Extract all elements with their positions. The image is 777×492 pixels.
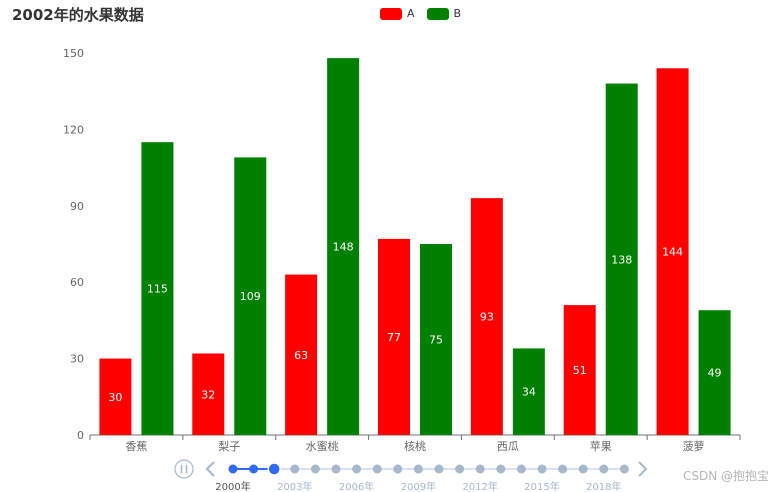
- y-tick-label: 150: [63, 47, 84, 60]
- x-tick-label: 核桃: [404, 439, 426, 453]
- pause-icon[interactable]: [174, 459, 194, 479]
- legend-label-b: B: [453, 7, 462, 20]
- chart-title: 2002年的水果数据: [12, 6, 144, 24]
- chevron-left-icon[interactable]: [205, 461, 215, 477]
- data-label: 34: [522, 386, 536, 399]
- timeline-point[interactable]: [578, 464, 588, 474]
- timeline-label[interactable]: 2012年: [462, 480, 497, 492]
- timeline-label[interactable]: 2015年: [524, 480, 559, 492]
- bar-b[interactable]: [327, 58, 360, 436]
- x-tick-label: 梨子: [218, 439, 240, 453]
- bar-a[interactable]: [99, 358, 132, 435]
- timeline-label[interactable]: 2018年: [586, 480, 621, 492]
- legend: A B: [380, 7, 473, 20]
- bar-a[interactable]: [656, 68, 689, 435]
- watermark: CSDN @抱抱宝: [682, 469, 769, 483]
- timeline-point[interactable]: [558, 464, 568, 474]
- timeline-label[interactable]: 2000年: [215, 480, 250, 492]
- timeline-point-current[interactable]: [267, 462, 281, 476]
- bar-b[interactable]: [141, 142, 174, 435]
- bar-b[interactable]: [512, 348, 545, 435]
- data-label: 115: [147, 283, 168, 296]
- data-label: 144: [662, 246, 683, 259]
- timeline-point[interactable]: [393, 464, 403, 474]
- timeline-point[interactable]: [249, 464, 259, 474]
- data-label: 138: [611, 253, 632, 266]
- x-tick-label: 水蜜桃: [306, 439, 339, 453]
- data-label: 30: [108, 391, 122, 404]
- data-label: 32: [201, 388, 215, 401]
- timeline-point[interactable]: [516, 464, 526, 474]
- x-tick-label: 菠萝: [683, 440, 705, 453]
- data-label: 75: [429, 334, 443, 347]
- legend-swatch-a: [380, 7, 402, 20]
- bar-b[interactable]: [698, 310, 731, 435]
- timeline-point[interactable]: [496, 464, 506, 474]
- timeline-point[interactable]: [455, 464, 465, 474]
- legend-item-a[interactable]: A: [380, 7, 415, 20]
- bar-b[interactable]: [234, 157, 267, 435]
- bar-a[interactable]: [563, 305, 596, 435]
- data-label: 109: [240, 290, 261, 303]
- y-tick-label: 120: [63, 123, 84, 136]
- bar-a[interactable]: [378, 238, 410, 435]
- chevron-right-icon[interactable]: [638, 461, 648, 477]
- data-label: 51: [573, 364, 587, 377]
- timeline-point[interactable]: [331, 464, 341, 474]
- timeline-label[interactable]: 2009年: [401, 480, 436, 492]
- x-tick-label: 香蕉: [125, 440, 147, 453]
- timeline-point[interactable]: [372, 464, 382, 474]
- timeline-point[interactable]: [310, 464, 320, 474]
- timeline-point[interactable]: [599, 464, 609, 474]
- timeline-point[interactable]: [619, 464, 629, 474]
- bar-b[interactable]: [605, 83, 638, 435]
- timeline-point[interactable]: [434, 464, 444, 474]
- timeline-label[interactable]: 2006年: [339, 480, 374, 492]
- legend-swatch-b: [426, 7, 449, 20]
- bar-a[interactable]: [285, 274, 318, 435]
- bar-a[interactable]: [470, 198, 503, 435]
- timeline-label[interactable]: 2003年: [277, 480, 312, 492]
- data-label: 148: [333, 241, 354, 254]
- data-label: 93: [480, 311, 494, 324]
- data-label: 63: [294, 349, 308, 362]
- timeline-point[interactable]: [475, 464, 485, 474]
- data-label: 49: [708, 367, 722, 380]
- bar-a[interactable]: [192, 353, 225, 435]
- x-tick-label: 苹果: [590, 439, 612, 453]
- y-tick-label: 60: [70, 276, 84, 289]
- timeline-point[interactable]: [228, 464, 238, 474]
- x-tick-label: 西瓜: [497, 440, 519, 453]
- data-label: 77: [387, 331, 401, 344]
- timeline-point[interactable]: [290, 464, 300, 474]
- legend-label-a: A: [407, 7, 415, 20]
- timeline-point[interactable]: [352, 464, 362, 474]
- bar-b[interactable]: [420, 244, 452, 435]
- legend-item-b[interactable]: B: [426, 7, 462, 20]
- timeline-point[interactable]: [413, 464, 423, 474]
- y-tick-label: 30: [70, 353, 84, 366]
- timeline-point[interactable]: [537, 464, 547, 474]
- y-tick-label: 90: [70, 200, 84, 213]
- y-tick-label: 0: [77, 429, 84, 442]
